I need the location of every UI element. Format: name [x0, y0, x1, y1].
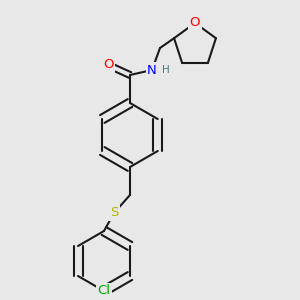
Text: H: H	[162, 65, 170, 75]
Text: O: O	[103, 58, 113, 71]
Text: S: S	[110, 206, 118, 220]
Text: N: N	[147, 64, 157, 76]
Text: Cl: Cl	[98, 284, 110, 298]
Text: O: O	[190, 16, 200, 29]
